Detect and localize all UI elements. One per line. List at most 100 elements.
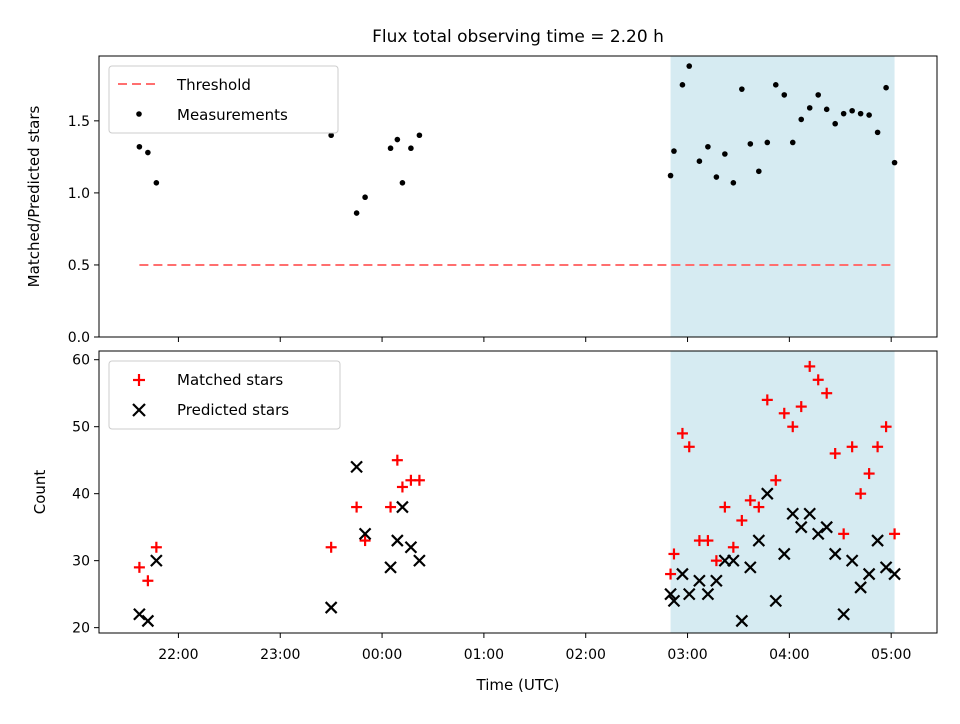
legend-predicted-swatch (132, 403, 146, 417)
measurement-point (408, 145, 414, 152)
matched-star-point (753, 501, 765, 513)
matched-star-point (736, 514, 748, 526)
y-axis-ticks: 0.0 0.5 1.0 1.5 (68, 114, 99, 346)
matched-star-point (396, 481, 408, 493)
predicted-star-point (803, 507, 816, 521)
measurement-point (399, 180, 406, 186)
measurement-point (806, 105, 813, 111)
legend-label: Predicted stars (177, 401, 289, 419)
plot-frame (98, 55, 938, 338)
measurement-point (387, 145, 394, 152)
y-tick-label: 60 (72, 353, 90, 369)
x-tick-label: 00:00 (362, 647, 402, 663)
matched-star-point (855, 488, 867, 500)
legend: Threshold Measurements (108, 65, 339, 134)
matched-star-point (863, 468, 875, 480)
highlight-span (670, 351, 895, 633)
predicted-star-point (701, 587, 715, 601)
matched-star-point (804, 360, 816, 372)
measurement-point (891, 159, 898, 166)
legend-label: Threshold (176, 76, 251, 94)
predicted-star-point (667, 594, 681, 608)
measurement-point (756, 168, 762, 175)
measurement-point (747, 141, 754, 147)
predicted-star-point (735, 614, 749, 628)
x-tick-label: 22:00 (158, 647, 198, 663)
measurement-point (696, 158, 703, 164)
legend-box (108, 360, 341, 430)
matched-star-point (413, 474, 425, 486)
predicted-star-point (404, 540, 418, 554)
measurement-point (874, 129, 881, 136)
matched-star-point (665, 568, 677, 580)
matched-star-point (385, 501, 397, 513)
predicted-star-point (888, 567, 901, 581)
y-axis-label: Count (31, 470, 49, 515)
measurement-point (394, 136, 401, 143)
predicted-star-point (862, 567, 876, 581)
predicted-star-point (871, 534, 884, 547)
matched-star-point (880, 421, 892, 433)
measurement-point (353, 210, 360, 216)
matched-star-point (702, 535, 714, 547)
x-tick-label: 04:00 (769, 647, 809, 663)
predicted-star-point (752, 534, 766, 547)
measurement-point (362, 194, 368, 201)
measurement-point (153, 180, 160, 186)
measurement-point (416, 132, 423, 139)
matched-star-point (821, 387, 833, 399)
matched-star-point (812, 374, 824, 386)
predicted-star-point (837, 607, 850, 621)
x-axis-label: Time (UTC) (476, 676, 560, 694)
measurement-point (832, 120, 838, 127)
measurement-point (730, 180, 737, 186)
measurement-point (145, 149, 151, 156)
legend-box (108, 65, 339, 134)
predicted-star-point (693, 574, 706, 588)
y-tick-label: 40 (72, 487, 90, 503)
predicted-star-point (777, 547, 791, 561)
y-axis-label: Matched/Predicted stars (25, 106, 43, 288)
matched-star-point (668, 548, 680, 560)
matched-star-point (727, 541, 739, 553)
matched-star-point (829, 447, 841, 459)
matched-star-point (744, 494, 756, 506)
x-tick-label: 02:00 (566, 647, 606, 663)
measurement-point (667, 172, 674, 179)
matched-stars-series (133, 360, 901, 587)
x-tick-label: 05:00 (871, 647, 911, 663)
predicted-star-point (682, 587, 696, 601)
legend: Matched stars Predicted stars (108, 360, 341, 430)
predicted-star-point (811, 527, 825, 541)
predicted-star-point (358, 527, 372, 541)
figure-title: Flux total observing time = 2.20 h (372, 27, 664, 47)
measurement-point (136, 143, 143, 150)
predicted-star-point (350, 460, 363, 474)
predicted-star-point (324, 601, 338, 614)
predicted-star-point (769, 594, 783, 608)
matched-star-point (889, 528, 901, 540)
predicted-star-point (761, 487, 774, 500)
y-tick-label: 1.5 (68, 114, 90, 130)
y-tick-label: 0.5 (68, 258, 90, 274)
ratio-panel: 0.0 0.5 1.0 1.5 Matched/Predicted stars Thr… (25, 55, 938, 346)
measurement-point (781, 92, 788, 98)
matched-star-point (710, 555, 722, 567)
matched-star-point (778, 407, 790, 419)
measurement-point (823, 106, 830, 113)
matched-star-point (770, 474, 782, 486)
matched-star-point (351, 501, 363, 513)
y-tick-label: 20 (72, 621, 90, 637)
predicted-star-point (828, 547, 842, 561)
measurement-point (671, 148, 677, 154)
measurement-point (686, 63, 693, 69)
ratio-measurements (136, 63, 898, 216)
measurement-point (679, 82, 686, 88)
legend-measurements-swatch (136, 111, 142, 117)
measurement-point (713, 174, 720, 180)
measurement-point (789, 139, 796, 146)
measurement-point (328, 132, 334, 139)
count-panel: 20 30 40 50 60 22:00 23:00 00:00 01:00 02:00 03:0… (31, 350, 938, 694)
legend-matched-swatch (133, 374, 145, 386)
